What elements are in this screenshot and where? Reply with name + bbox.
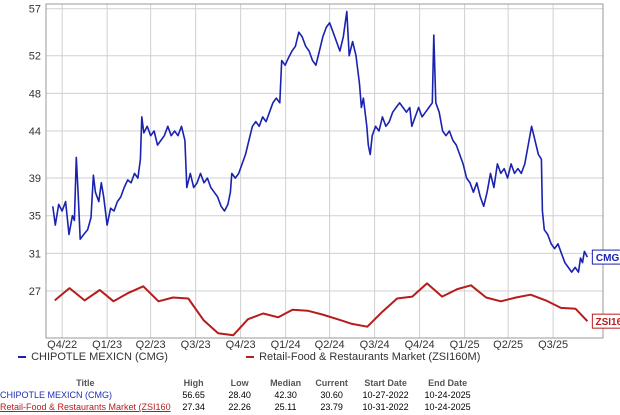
summary-cell-current: 30.60 xyxy=(320,390,343,400)
y-tick-label: 39 xyxy=(29,173,41,185)
x-tick-label: Q3/25 xyxy=(538,339,568,350)
summary-cell-title[interactable]: Retail-Food & Restaurants Market (ZSI160 xyxy=(0,402,171,412)
y-tick-label: 31 xyxy=(29,248,41,260)
summary-row-zsi: Retail-Food & Restaurants Market (ZSI160… xyxy=(0,401,479,413)
x-tick-label: Q2/24 xyxy=(315,339,345,350)
cmg-end-label: CMG: 30.6 xyxy=(596,253,620,264)
chart-end-labels: CMG: 30.6 ZSI160M: 23.79 xyxy=(591,249,620,329)
x-tick-label: Q4/24 xyxy=(405,339,435,350)
legend-item-cmg: CHIPOTLE MEXICN (CMG) xyxy=(18,351,168,363)
x-tick-label: Q4/23 xyxy=(226,339,256,350)
summary-header-row: Title High Low Median Current Start Date… xyxy=(0,377,479,389)
chart-legend: CHIPOTLE MEXICN (CMG) Retail-Food & Rest… xyxy=(0,349,620,367)
summary-cell-end-date: 10-24-2025 xyxy=(424,402,471,412)
y-tick-label: 44 xyxy=(29,126,41,138)
x-tick-label: Q1/25 xyxy=(450,339,480,350)
summary-table: Title High Low Median Current Start Date… xyxy=(0,377,620,413)
summary-cell-high: 56.65 xyxy=(182,390,205,400)
summary-header-high: High xyxy=(183,378,204,388)
y-tick-label: 48 xyxy=(29,88,41,100)
plot-frame xyxy=(45,3,604,339)
legend-label-zsi: Retail-Food & Restaurants Market (ZSI160… xyxy=(259,351,481,363)
summary-header-title: Title xyxy=(76,378,95,388)
chart-axes: 27 31 35 39 44 48 52 57 Q4/22 Q1/23 Q2/23 Q3/23 Q4/2… xyxy=(29,3,604,350)
y-tick-label: 52 xyxy=(29,51,41,63)
zsi-end-label-box xyxy=(591,313,620,329)
x-tick-label: Q4/22 xyxy=(47,339,77,350)
summary-cell-title[interactable]: CHIPOTLE MEXICN (CMG) xyxy=(0,390,113,400)
y-tick-label: 27 xyxy=(29,286,41,298)
summary-row-cmg: CHIPOTLE MEXICN (CMG) 56.65 28.40 42.30 … xyxy=(0,389,479,401)
zsi-end-label: ZSI160M: 23.79 xyxy=(595,317,620,328)
x-tick-label: Q3/24 xyxy=(360,339,390,350)
summary-cell-low: 22.26 xyxy=(228,402,251,412)
summary-cell-end-date: 10-24-2025 xyxy=(424,390,471,400)
summary-cell-start-date: 10-27-2022 xyxy=(362,390,409,400)
summary-header-start-date: Start Date xyxy=(364,378,407,388)
summary-cell-start-date: 10-31-2022 xyxy=(362,402,409,412)
legend-label-cmg: CHIPOTLE MEXICN (CMG) xyxy=(31,351,168,363)
summary-header-current: Current xyxy=(315,378,348,388)
legend-item-zsi: Retail-Food & Restaurants Market (ZSI160… xyxy=(246,351,480,363)
summary-header-low: Low xyxy=(230,378,249,388)
summary-cell-median: 42.30 xyxy=(274,390,297,400)
cmg-end-label-box xyxy=(591,249,620,265)
summary-header-end-date: End Date xyxy=(428,378,468,388)
x-tick-label: Q2/23 xyxy=(136,339,166,350)
legend-swatch-zsi xyxy=(246,356,254,359)
legend-swatch-cmg xyxy=(18,356,26,359)
summary-cell-low: 28.40 xyxy=(228,390,251,400)
cmg-line xyxy=(52,10,589,273)
summary-cell-current: 23.79 xyxy=(320,402,343,412)
summary-cell-high: 27.34 xyxy=(182,402,205,412)
x-tick-label: Q1/24 xyxy=(271,339,301,350)
y-tick-label: 35 xyxy=(29,211,41,223)
y-tick-label: 57 xyxy=(29,4,41,16)
summary-header-median: Median xyxy=(270,378,302,388)
chart-series xyxy=(52,10,589,337)
x-tick-label: Q2/25 xyxy=(493,339,523,350)
x-tick-label: Q3/23 xyxy=(181,339,211,350)
summary-cell-median: 25.11 xyxy=(274,402,297,412)
x-tick-label: Q1/23 xyxy=(92,339,122,350)
zsi-line xyxy=(54,282,589,337)
price-chart: 27 31 35 39 44 48 52 57 Q4/22 Q1/23 Q2/23 Q3/23 Q4/2… xyxy=(29,3,620,350)
